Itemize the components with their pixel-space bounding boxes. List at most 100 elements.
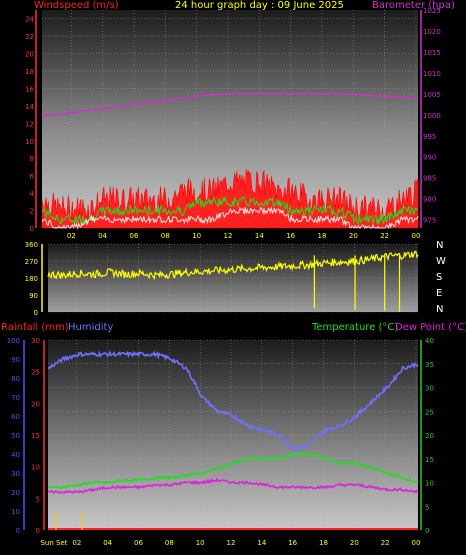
dir-tick-label: 360 (25, 241, 38, 249)
y-tick-label: 18 (25, 68, 34, 76)
y-tick-label: 6 (30, 173, 35, 181)
rain-tick-label: 10 (31, 464, 40, 472)
compass-e: E (436, 288, 442, 299)
dir-tick-label: 90 (29, 292, 38, 300)
dewpoint-axis-title: Dew Point (°C) (395, 322, 466, 333)
humidity-tick-label: 0 (16, 527, 20, 535)
y-tick-label: 24 (25, 16, 34, 24)
x-tick-label: 00 (412, 232, 421, 240)
rain-tick-label: 25 (31, 369, 40, 377)
temp-tick-label: 30 (425, 385, 434, 393)
baro-tick-label: 1020 (423, 28, 441, 36)
compass-n: N (436, 240, 443, 251)
temperature-axis-title: Temperature (°C) (311, 322, 398, 333)
baro-tick-label: 975 (423, 217, 436, 225)
humidity-tick-label: 100 (7, 337, 20, 345)
baro-tick-label: 990 (423, 154, 436, 162)
direction-panel (48, 244, 418, 312)
x-tick-label: 22 (380, 232, 389, 240)
x-tick-label: 10 (196, 539, 205, 547)
temp-tick-label: 10 (425, 480, 434, 488)
rain-tick-label: 0 (36, 527, 40, 535)
wind-avg-series (41, 195, 419, 226)
x-tick-label: 04 (98, 232, 107, 240)
x-tick-label: 12 (227, 539, 236, 547)
humidity-tick-label: 10 (11, 508, 20, 516)
humidity-tick-label: 70 (11, 394, 20, 402)
wind-gust-series (41, 169, 419, 229)
baro-tick-label: 1000 (423, 112, 441, 120)
y-tick-label: 20 (25, 51, 34, 59)
rain-tick-label: 30 (31, 337, 40, 345)
baro-tick-label: 980 (423, 196, 436, 204)
rain-axis-title: Rainfall (mm) (1, 322, 69, 333)
x-tick-label: 02 (72, 539, 81, 547)
humidity-tick-label: 40 (11, 451, 20, 459)
x-tick-label: 16 (286, 232, 295, 240)
dir-tick-label: 0 (34, 309, 38, 317)
y-tick-label: 8 (30, 155, 34, 163)
dir-tick-label: 180 (25, 275, 38, 283)
wind-grid (42, 10, 418, 229)
temp-series (47, 350, 419, 530)
baro-tick-label: 1005 (423, 91, 441, 99)
humidity-series (47, 350, 419, 452)
humidity-tick-label: 80 (11, 375, 20, 383)
x-tick-label: 02 (67, 232, 76, 240)
y-tick-label: 16 (25, 85, 34, 93)
humidity-tick-label: 90 (11, 356, 20, 364)
humidity-tick-label: 30 (11, 470, 20, 478)
x-tick-label: 14 (255, 232, 264, 240)
rain-tick-label: 5 (36, 495, 40, 503)
temp-tick-label: 15 (425, 456, 434, 464)
x-tick-label: 20 (350, 539, 359, 547)
dir-tick-label: 270 (25, 258, 38, 266)
temperature-series (47, 451, 419, 490)
baro-axis-title: Barometer (hpa) (372, 0, 455, 11)
wind-direction-series (47, 250, 419, 281)
y-tick-label: 14 (25, 103, 34, 111)
x-tick-label: 06 (134, 539, 143, 547)
x-tick-label: 00 (412, 539, 421, 547)
temp-axes: 0510152025303540010203040506070809010005… (7, 337, 434, 547)
baro-tick-label: 985 (423, 175, 436, 183)
wind-axis-title: Windspeed (m/s) (34, 0, 119, 11)
wind-min-series (41, 206, 419, 230)
page-title: 24 hour graph day : 09 June 2025 (175, 0, 344, 11)
baro-tick-label: 1025 (423, 7, 441, 15)
wind-series (41, 93, 419, 230)
direction-series (47, 250, 419, 312)
temp-tick-label: 35 (425, 361, 434, 369)
y-tick-label: 10 (25, 138, 34, 146)
compass-s: S (436, 272, 442, 283)
y-tick-label: 2 (30, 208, 34, 216)
temp-tick-label: 40 (425, 337, 434, 345)
barometer-series (42, 93, 419, 116)
humidity-tick-label: 60 (11, 413, 20, 421)
x-tick-label: 22 (381, 539, 390, 547)
y-tick-label: 12 (25, 120, 34, 128)
x-tick-label: 20 (349, 232, 358, 240)
compass-w: W (436, 256, 446, 267)
compass-n: N (436, 304, 443, 315)
x-tick-label: 08 (161, 232, 170, 240)
humidity-tick-label: 20 (11, 489, 20, 497)
temp-tick-label: 0 (425, 527, 429, 535)
humidity-axis-title: Humidity (68, 322, 113, 333)
temp-panel (48, 340, 418, 530)
baro-tick-label: 1010 (423, 70, 441, 78)
temp-tick-label: 20 (425, 432, 434, 440)
y-tick-label: 22 (25, 33, 34, 41)
baro-tick-label: 1015 (423, 49, 441, 57)
wind-axes: 0246810121416182022249759809859909951000… (25, 7, 441, 240)
x-tick-label: 10 (192, 232, 201, 240)
y-tick-label: 4 (30, 190, 35, 198)
x-tick-label: 04 (103, 539, 112, 547)
x-tick-label: Sun Set (40, 539, 67, 547)
baro-tick-label: 995 (423, 133, 436, 141)
humidity-tick-label: 50 (11, 432, 20, 440)
x-tick-label: 16 (288, 539, 297, 547)
temp-tick-label: 25 (425, 408, 434, 416)
